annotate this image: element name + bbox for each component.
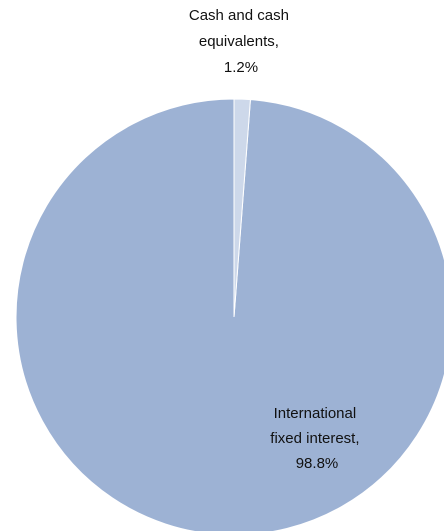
slice-label-cash-and-cash-equivalents: Cash and cash equivalents, 1.2% — [189, 7, 293, 76]
label-line: fixed interest, — [270, 430, 359, 447]
pie-slices — [15, 98, 444, 531]
label-line: Cash and cash — [189, 7, 289, 24]
label-line: 98.8% — [296, 455, 339, 472]
label-line: International — [274, 405, 357, 422]
label-line: 1.2% — [224, 59, 258, 76]
pie-slice-cash-and-cash-equivalents — [233, 98, 251, 318]
label-line: equivalents, — [199, 33, 279, 50]
slice-label-international-fixed-interest: International fixed interest, 98.8% — [270, 405, 363, 472]
pie-slice-international-fixed-interest — [15, 98, 444, 531]
